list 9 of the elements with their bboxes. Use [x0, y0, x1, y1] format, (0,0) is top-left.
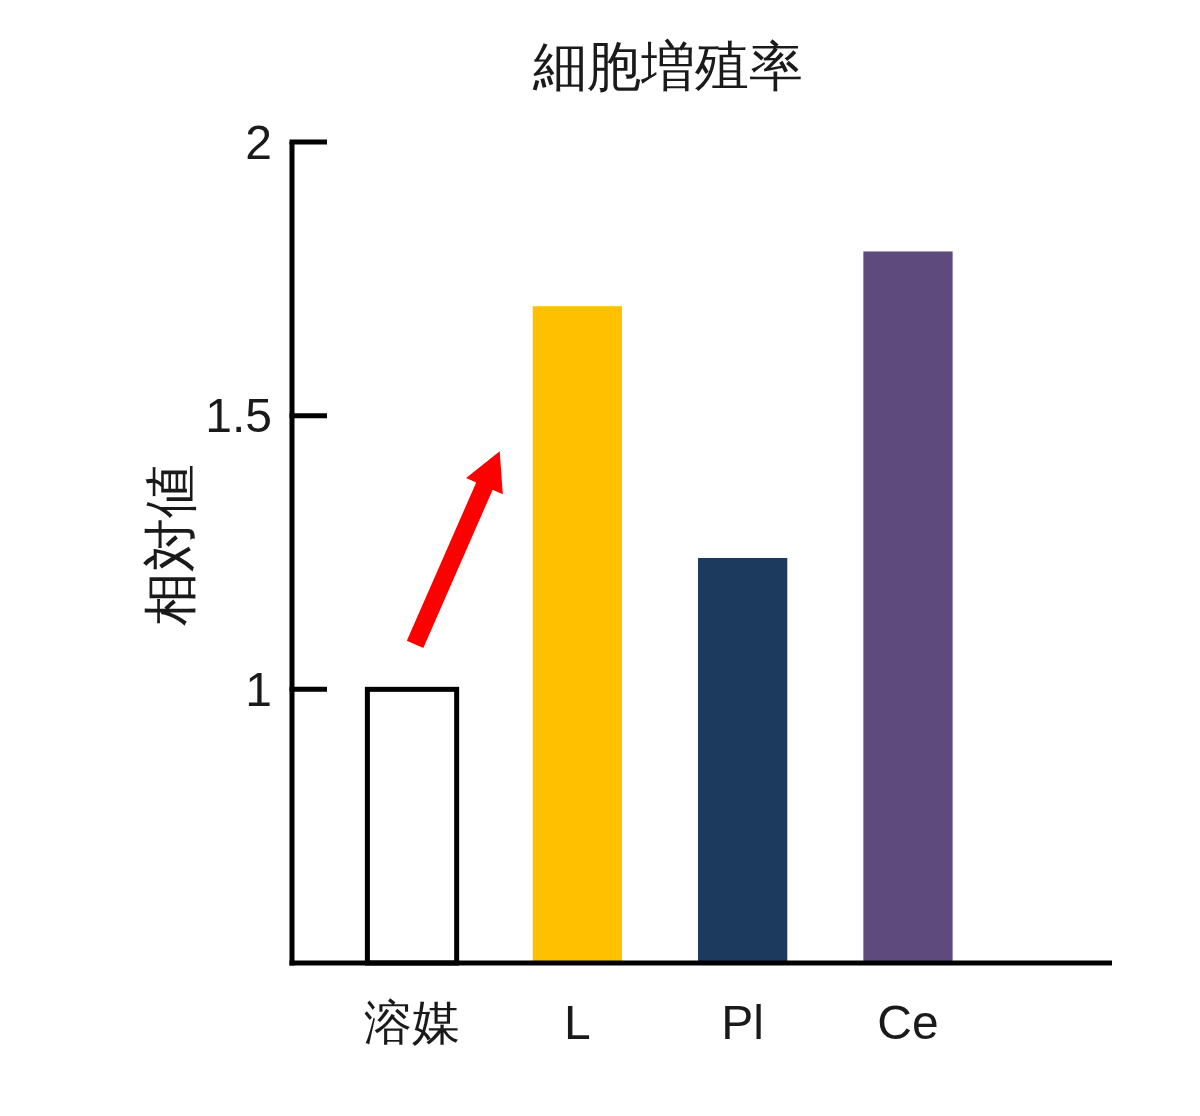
- y-tick-label: 1.5: [205, 389, 272, 443]
- chart-title: 細胞増殖率: [532, 36, 803, 96]
- x-tick-label: L: [564, 995, 591, 1049]
- x-tick-label: 溶媒: [364, 995, 461, 1049]
- x-tick-label: Pl: [721, 995, 765, 1049]
- x-tick-label: Ce: [877, 995, 939, 1049]
- y-tick-label: 2: [245, 115, 272, 169]
- y-tick-label: 1: [245, 662, 272, 716]
- y-axis-title: 相対値: [140, 464, 200, 626]
